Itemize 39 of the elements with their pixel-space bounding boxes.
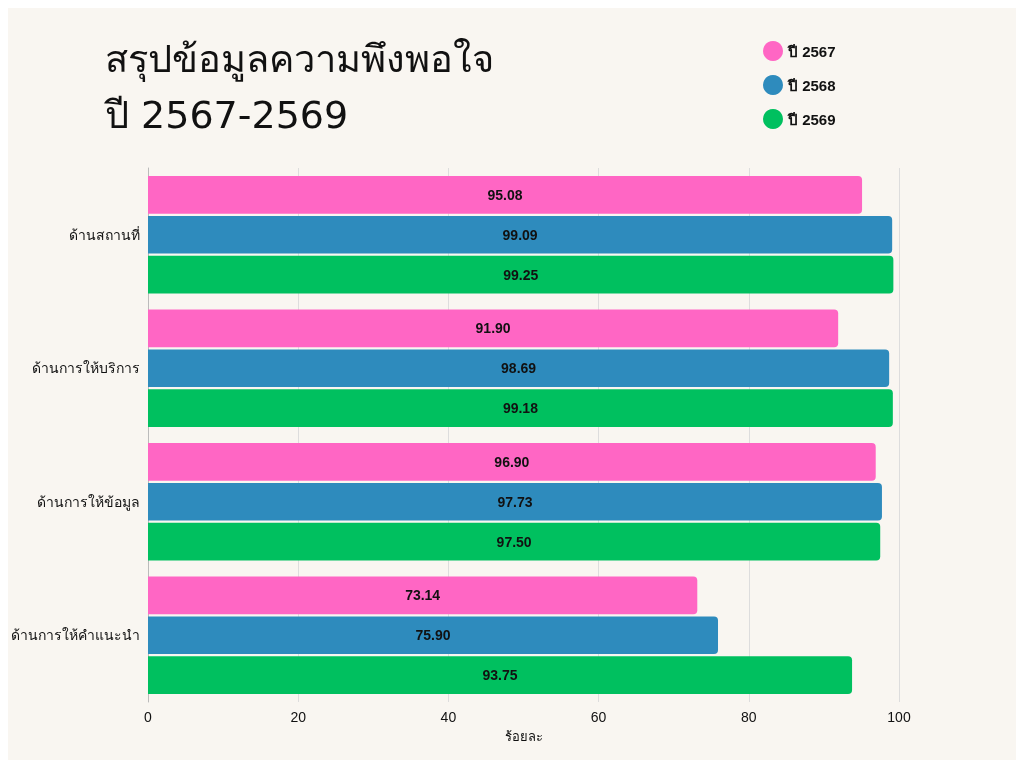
y-tick-label: ด้านการให้บริการ [32, 360, 140, 377]
y-tick-label: ด้านการให้คำแนะนำ [11, 627, 140, 644]
data-label: 96.90 [494, 453, 530, 470]
bar [148, 656, 853, 694]
bar [148, 309, 839, 348]
x-tick-label: 80 [741, 709, 757, 725]
data-label: 95.08 [487, 186, 523, 203]
legend-label: ปี 2567 [787, 42, 836, 60]
bar [148, 255, 894, 294]
data-label: 97.50 [496, 533, 532, 550]
data-label: 93.75 [482, 667, 518, 684]
data-label: 91.90 [475, 320, 511, 337]
bar [148, 522, 881, 561]
chart-title: สรุปข้อมูลความพึงพอใจ ปี 2567-2569 [104, 37, 494, 137]
bar [148, 349, 890, 388]
x-axis-title: ร้อยละ [504, 729, 543, 744]
bar [148, 215, 893, 254]
x-tick-label: 40 [440, 709, 457, 725]
x-tick-label: 60 [590, 709, 607, 725]
bar [148, 576, 698, 615]
data-label: 98.69 [501, 360, 537, 377]
data-label: 73.14 [405, 587, 441, 604]
x-tick-label: 0 [144, 709, 153, 725]
bar [148, 616, 719, 655]
bar [148, 389, 893, 427]
bar [148, 176, 863, 214]
data-label: 99.25 [503, 266, 539, 283]
data-label: 97.73 [497, 493, 533, 510]
y-tick-label: ด้านสถานที่ [69, 225, 140, 243]
x-tick-label: 100 [887, 709, 911, 725]
y-tick-label: ด้านการให้ข้อมูล [37, 493, 140, 511]
legend-label: ปี 2568 [787, 76, 836, 94]
bar [148, 482, 882, 521]
data-label: 99.09 [502, 226, 538, 243]
data-label: 75.90 [415, 627, 451, 644]
x-tick-label: 20 [290, 709, 307, 725]
data-label: 99.18 [502, 400, 539, 417]
legend-label: ปี 2569 [787, 110, 836, 128]
bar [148, 443, 876, 481]
